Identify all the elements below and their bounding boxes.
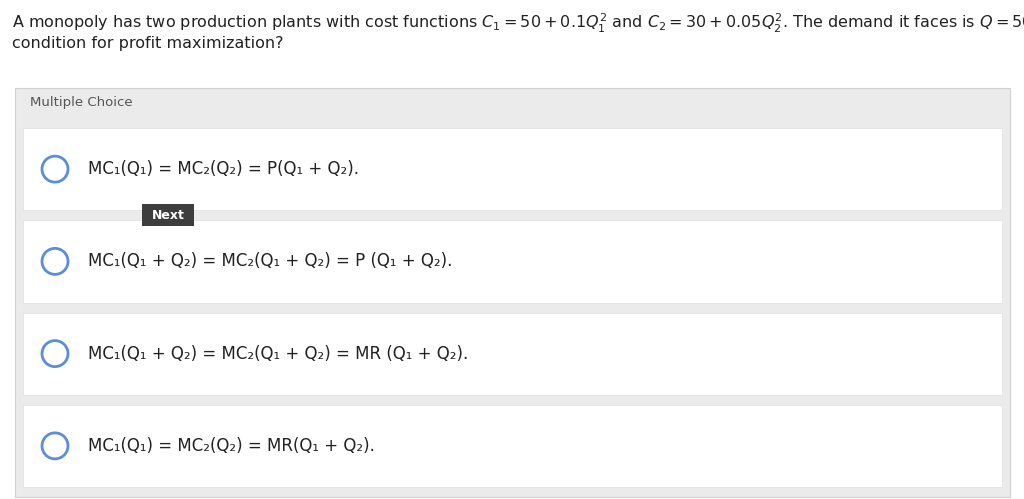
FancyBboxPatch shape	[23, 220, 1002, 302]
Text: MC₁(Q₁) = MC₂(Q₂) = MR(Q₁ + Q₂).: MC₁(Q₁) = MC₂(Q₂) = MR(Q₁ + Q₂).	[88, 437, 375, 455]
Text: condition for profit maximization?: condition for profit maximization?	[12, 36, 284, 51]
FancyBboxPatch shape	[142, 204, 194, 226]
FancyBboxPatch shape	[23, 405, 1002, 487]
FancyBboxPatch shape	[15, 88, 1010, 497]
Text: Multiple Choice: Multiple Choice	[30, 96, 133, 109]
FancyBboxPatch shape	[23, 128, 1002, 210]
FancyBboxPatch shape	[23, 312, 1002, 395]
Text: MC₁(Q₁ + Q₂) = MC₂(Q₁ + Q₂) = MR (Q₁ + Q₂).: MC₁(Q₁ + Q₂) = MC₂(Q₁ + Q₂) = MR (Q₁ + Q…	[88, 345, 468, 363]
Text: MC₁(Q₁ + Q₂) = MC₂(Q₁ + Q₂) = P (Q₁ + Q₂).: MC₁(Q₁ + Q₂) = MC₂(Q₁ + Q₂) = P (Q₁ + Q₂…	[88, 252, 453, 270]
Text: A monopoly has two production plants with cost functions $C_1 = 50 + 0.1Q_1^2$ a: A monopoly has two production plants wit…	[12, 12, 1024, 35]
Text: MC₁(Q₁) = MC₂(Q₂) = P(Q₁ + Q₂).: MC₁(Q₁) = MC₂(Q₂) = P(Q₁ + Q₂).	[88, 160, 359, 178]
Text: Next: Next	[152, 209, 184, 222]
